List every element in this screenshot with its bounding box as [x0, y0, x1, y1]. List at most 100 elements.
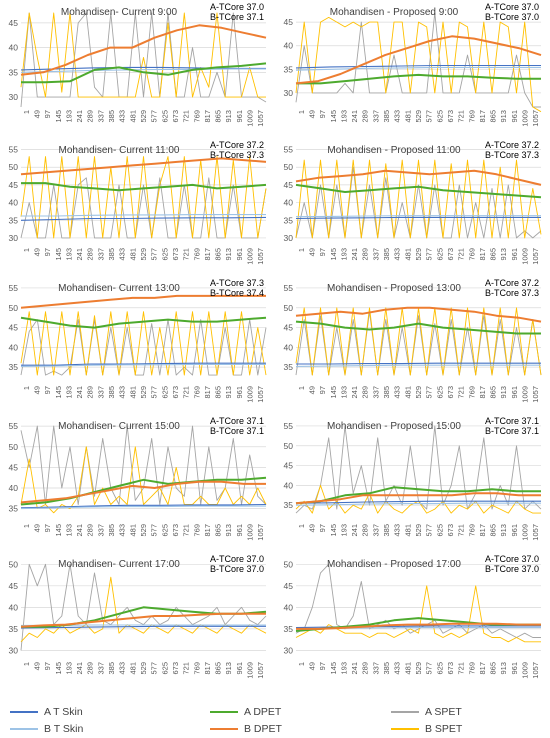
- x-tick-label: 625: [435, 110, 444, 123]
- x-tick-label: 817: [203, 524, 212, 537]
- series-line-b-dpet: [296, 622, 541, 630]
- x-tick-label: 289: [361, 248, 370, 261]
- x-tick-label: 97: [318, 386, 327, 394]
- x-tick-label: 385: [107, 110, 116, 123]
- chart-title: Mohandisen - Proposed 17:00: [327, 559, 461, 570]
- x-tick-label: 433: [118, 110, 127, 123]
- series-line-b-spet: [20, 576, 267, 643]
- y-tick-label: 40: [284, 602, 294, 612]
- chart-svg: 30 35 40 45 1 49 97 145 193 241 289 337 385 433 481 529…: [9, 2, 267, 127]
- legend-label-a-spet: A SPET: [425, 706, 462, 718]
- x-tick-label: 1057: [531, 248, 540, 265]
- x-tick-label: 577: [425, 386, 434, 399]
- chart-panel-6: 35 40 45 50 55 1 49 97 145 193 241 289 337 385 433 481 5…: [275, 276, 550, 419]
- y-tick-label: 35: [284, 624, 294, 634]
- legend-swatch-b-spet: [391, 728, 419, 730]
- x-tick-label: 577: [425, 524, 434, 537]
- x-tick-label: 49: [307, 662, 316, 670]
- series-line-b-t-skin: [295, 66, 541, 71]
- chart-title: Mohandisen - Proposed 9:00: [330, 7, 459, 18]
- x-tick-label: 577: [150, 386, 159, 399]
- tcore-annotation: A-TCore 37.3: [210, 278, 264, 288]
- y-tick-label: 35: [284, 362, 294, 372]
- x-tick-label: 865: [214, 386, 223, 399]
- x-tick-label: 865: [489, 110, 498, 123]
- x-tick-label: 1: [22, 386, 31, 390]
- x-tick-label: 433: [118, 386, 127, 399]
- x-tick-label: 193: [64, 386, 73, 399]
- x-tick-label: 817: [478, 248, 487, 261]
- y-tick-label: 50: [284, 441, 294, 451]
- x-tick-label: 481: [128, 110, 137, 123]
- x-tick-label: 865: [489, 248, 498, 261]
- x-tick-label: 913: [224, 524, 233, 537]
- x-tick-label: 1009: [521, 386, 530, 403]
- x-tick-label: 385: [107, 524, 116, 537]
- y-tick-label: 30: [9, 233, 19, 243]
- series-line-a-dpet: [295, 320, 541, 335]
- legend-item-a-dpet: A DPET: [210, 706, 281, 718]
- tcore-annotation: B-TCore 37.3: [210, 150, 264, 160]
- x-tick-label: 337: [371, 662, 380, 675]
- chart-title: Mohandisen- Current 9:00: [61, 7, 178, 18]
- y-tick-label: 55: [9, 283, 19, 293]
- x-tick-label: 241: [350, 524, 359, 537]
- chart-title: Mohandisen - Proposed 11:00: [327, 145, 461, 156]
- y-tick-label: 55: [284, 421, 294, 431]
- series-line-b-spet: [20, 446, 267, 514]
- y-tick-label: 35: [9, 624, 19, 634]
- x-tick-label: 769: [467, 524, 476, 537]
- chart-panel-9: 30 35 40 45 50 1 49 97 145 193 241 289 337 385 433 481 5…: [0, 552, 275, 695]
- series-line-b-dpet: [295, 169, 542, 186]
- x-tick-label: 241: [350, 386, 359, 399]
- series-line-a-dpet: [295, 486, 541, 505]
- x-tick-label: 145: [329, 386, 338, 399]
- x-tick-label: 433: [118, 662, 127, 675]
- x-tick-label: 385: [382, 386, 391, 399]
- x-tick-label: 1: [297, 110, 306, 114]
- x-tick-label: 193: [339, 110, 348, 123]
- x-tick-label: 769: [192, 662, 201, 675]
- series-line-a-t-skin: [20, 625, 266, 629]
- legend-swatch-b-t-skin: [10, 728, 38, 730]
- x-tick-label: 481: [128, 248, 137, 261]
- series-line-b-spet: [295, 16, 542, 113]
- y-tick-label: 45: [9, 323, 19, 333]
- legend-item-b-spet: B SPET: [391, 723, 462, 735]
- x-tick-label: 817: [203, 386, 212, 399]
- x-tick-label: 193: [64, 662, 73, 675]
- x-tick-label: 49: [307, 110, 316, 118]
- x-tick-label: 337: [371, 386, 380, 399]
- chart-title: Mohandisen- Current 17:00: [58, 559, 180, 570]
- y-tick-label: 45: [284, 180, 294, 190]
- series-line-a-t-skin: [295, 500, 541, 504]
- x-tick-label: 145: [329, 524, 338, 537]
- x-tick-label: 913: [224, 386, 233, 399]
- x-tick-label: 1: [297, 662, 306, 666]
- x-tick-label: 289: [361, 386, 370, 399]
- x-tick-label: 1009: [246, 248, 255, 265]
- x-tick-label: 625: [160, 524, 169, 537]
- x-tick-label: 97: [43, 386, 52, 394]
- series-line-a-spet: [295, 166, 542, 239]
- x-tick-label: 97: [43, 662, 52, 670]
- x-tick-label: 1057: [531, 662, 540, 679]
- y-tick-label: 40: [284, 41, 294, 51]
- series-line-b-t-skin: [20, 68, 266, 73]
- x-tick-label: 1057: [531, 524, 540, 541]
- tcore-annotation: A-TCore 37.2: [485, 278, 539, 288]
- x-tick-label: 769: [467, 386, 476, 399]
- y-tick-label: 35: [284, 500, 294, 510]
- y-tick-label: 40: [284, 342, 294, 352]
- series-line-a-spet: [20, 319, 267, 376]
- tcore-annotation: B-TCore 37.3: [485, 150, 539, 160]
- x-tick-label: 673: [446, 386, 455, 399]
- x-tick-label: 625: [435, 248, 444, 261]
- x-tick-label: 913: [224, 110, 233, 123]
- x-tick-label: 769: [467, 110, 476, 123]
- x-tick-label: 673: [171, 386, 180, 399]
- x-tick-label: 1: [22, 524, 31, 528]
- x-tick-label: 49: [32, 110, 41, 118]
